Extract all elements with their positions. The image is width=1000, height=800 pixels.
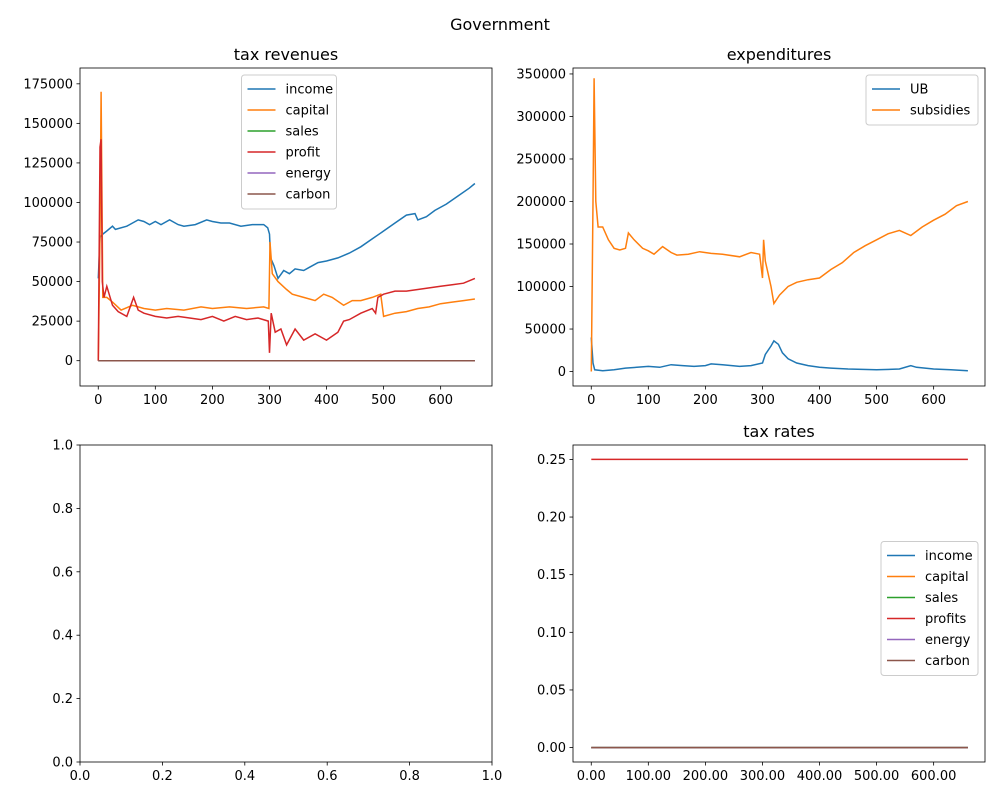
x-tick-label: 600 bbox=[921, 393, 946, 408]
legend-label: profits bbox=[925, 612, 967, 627]
legend-label: capital bbox=[925, 570, 969, 585]
x-tick-label: 500.00 bbox=[854, 769, 900, 784]
axes-frame bbox=[572, 444, 986, 763]
legend-label: subsidies bbox=[910, 104, 971, 119]
y-tick-label: 0.25 bbox=[537, 453, 566, 468]
y-tick-label: 200000 bbox=[516, 195, 566, 210]
x-tick-label: 100.00 bbox=[626, 769, 672, 784]
y-tick-label: 50000 bbox=[32, 275, 73, 290]
y-tick-label: 250000 bbox=[516, 152, 566, 167]
legend-label: income bbox=[286, 83, 334, 98]
y-tick-label: 75000 bbox=[32, 236, 73, 251]
series-line-capital bbox=[97, 91, 476, 361]
y-tick-label: 0.15 bbox=[537, 568, 566, 583]
x-tick-label: 0 bbox=[587, 393, 595, 408]
y-tick-label: 150000 bbox=[516, 238, 566, 253]
plot-title: expenditures bbox=[727, 45, 832, 64]
y-tick-label: 0.6 bbox=[52, 565, 73, 580]
legend-label: capital bbox=[286, 104, 330, 119]
x-tick-label: 0.2 bbox=[152, 769, 173, 784]
y-tick-label: 0.10 bbox=[537, 626, 566, 641]
x-tick-label: 300 bbox=[257, 393, 282, 408]
legend-label: sales bbox=[286, 125, 319, 140]
x-tick-label: 0 bbox=[94, 393, 102, 408]
x-tick-label: 200.00 bbox=[683, 769, 729, 784]
y-tick-label: 150000 bbox=[23, 117, 73, 132]
legend-label: carbon bbox=[286, 188, 331, 203]
y-tick-label: 0 bbox=[65, 354, 73, 369]
y-tick-label: 0.0 bbox=[52, 756, 73, 771]
x-tick-label: 0.6 bbox=[317, 769, 338, 784]
legend-box bbox=[880, 541, 979, 676]
x-tick-label: 100 bbox=[636, 393, 661, 408]
x-tick-label: 200 bbox=[693, 393, 718, 408]
y-tick-label: 350000 bbox=[516, 67, 566, 82]
y-tick-label: 25000 bbox=[32, 315, 73, 330]
legend-label: UB bbox=[910, 83, 928, 98]
y-tick-label: 300000 bbox=[516, 110, 566, 125]
y-tick-label: 0.2 bbox=[52, 692, 73, 707]
axes-empty_axes: 0.0 0.2 0.4 0.6 0.8 1.0 0.0 0.2 0.4 0.6 0.8 1.0 bbox=[52, 439, 502, 785]
x-tick-label: 500 bbox=[864, 393, 889, 408]
x-tick-label: 300.00 bbox=[740, 769, 786, 784]
x-tick-label: 600.00 bbox=[911, 769, 957, 784]
y-tick-label: 50000 bbox=[525, 323, 566, 338]
x-tick-label: 500 bbox=[371, 393, 396, 408]
axes-frame bbox=[572, 67, 986, 387]
y-tick-label: 175000 bbox=[23, 77, 73, 92]
x-tick-label: 200 bbox=[200, 393, 225, 408]
x-tick-label: 0.00 bbox=[577, 769, 606, 784]
y-tick-label: 0.05 bbox=[537, 683, 566, 698]
plot-title: tax rates bbox=[743, 422, 814, 441]
x-tick-label: 400 bbox=[807, 393, 832, 408]
x-tick-label: 1.0 bbox=[482, 769, 503, 784]
x-tick-label: 0.4 bbox=[234, 769, 255, 784]
y-tick-label: 100000 bbox=[23, 196, 73, 211]
y-tick-label: 0 bbox=[558, 365, 566, 380]
y-tick-label: 0.4 bbox=[52, 629, 73, 644]
x-tick-label: 100 bbox=[143, 393, 168, 408]
series-line-UB bbox=[590, 337, 968, 372]
legend-label: carbon bbox=[925, 654, 970, 669]
y-tick-label: 125000 bbox=[23, 156, 73, 171]
legend-label: income bbox=[925, 549, 973, 564]
x-tick-label: 0.8 bbox=[399, 769, 420, 784]
x-tick-label: 400 bbox=[314, 393, 339, 408]
series-line-subsidies bbox=[590, 78, 969, 372]
y-tick-label: 100000 bbox=[516, 280, 566, 295]
plot-title: tax revenues bbox=[234, 45, 338, 64]
x-tick-label: 0.0 bbox=[70, 769, 91, 784]
axes-frame bbox=[79, 67, 493, 387]
legend-box bbox=[865, 74, 979, 126]
legend: UB subsidies bbox=[865, 74, 979, 126]
axes-frame bbox=[79, 444, 493, 763]
legend: income capital sales profit energy carbon bbox=[241, 74, 337, 210]
figure-title: Government bbox=[450, 15, 550, 34]
legend-label: sales bbox=[925, 591, 958, 606]
axes-tax_rates: 0.00 100.00 200.00 300.00 400.00 500.00 600.00… bbox=[537, 422, 986, 784]
axes-tax_revenues: 0 100 200 300 400 500 600 0 25000 50000 75000 10000… bbox=[23, 45, 493, 408]
y-tick-label: 1.0 bbox=[52, 439, 73, 454]
axes-expenditures: 0 100 200 300 400 500 600 0 50000 100000 150000 200… bbox=[516, 45, 986, 408]
legend-box bbox=[241, 74, 337, 210]
x-tick-label: 300 bbox=[750, 393, 775, 408]
y-tick-label: 0.20 bbox=[537, 511, 566, 526]
y-tick-label: 0.8 bbox=[52, 502, 73, 517]
legend: income capital sales profits energy carbon bbox=[880, 541, 979, 676]
legend-label: energy bbox=[286, 167, 332, 182]
y-tick-label: 0.00 bbox=[537, 741, 566, 756]
legend-label: profit bbox=[286, 146, 321, 161]
series-line-profit bbox=[97, 139, 476, 361]
legend-label: energy bbox=[925, 633, 971, 648]
x-tick-label: 600 bbox=[428, 393, 453, 408]
x-tick-label: 400.00 bbox=[797, 769, 843, 784]
